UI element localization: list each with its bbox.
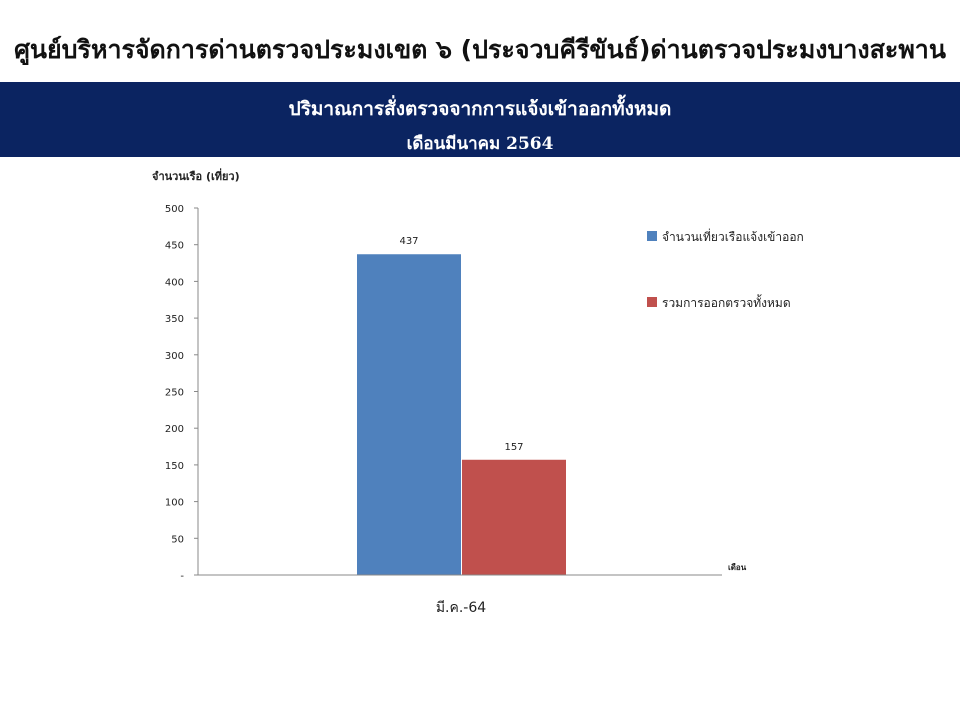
y-tick-label: 500: [165, 204, 184, 215]
y-tick-label: 250: [165, 388, 184, 399]
legend-swatch: [647, 231, 657, 241]
chart-title: ปริมาณการสั่งตรวจจากการแจ้งเข้าออกทั้งหม…: [288, 98, 672, 120]
chart-subtitle: เดือนมีนาคม 2564: [406, 134, 554, 154]
y-tick-label: 300: [165, 351, 184, 362]
bar: [462, 459, 566, 575]
chart-title-band: ปริมาณการสั่งตรวจจากการแจ้งเข้าออกทั้งหม…: [0, 82, 960, 157]
y-tick-label: 100: [165, 498, 184, 509]
y-tick-label: 450: [165, 241, 184, 252]
legend-label: จำนวนเที่ยวเรือแจ้งเข้าออก: [662, 228, 804, 244]
y-tick-label: 350: [165, 314, 184, 325]
data-label: 437: [399, 236, 418, 247]
legend-label: รวมการออกตรวจทั้งหมด: [662, 294, 791, 310]
bar: [357, 254, 461, 575]
page-title: ศูนย์บริหารจัดการด่านตรวจประมงเขต ๖ (ประ…: [14, 35, 946, 64]
y-tick-label: 200: [165, 424, 184, 435]
y-tick-label: -: [180, 571, 184, 582]
legend-swatch: [647, 297, 657, 307]
y-tick-label: 150: [165, 461, 184, 472]
x-axis-label: เดือน: [728, 562, 747, 572]
y-tick-label: 400: [165, 277, 184, 288]
y-tick-label: 50: [171, 534, 184, 545]
data-label: 157: [504, 442, 523, 453]
x-tick-label: มี.ค.-64: [436, 600, 486, 616]
y-axis-label: จำนวนเรือ (เที่ยว): [152, 168, 240, 183]
